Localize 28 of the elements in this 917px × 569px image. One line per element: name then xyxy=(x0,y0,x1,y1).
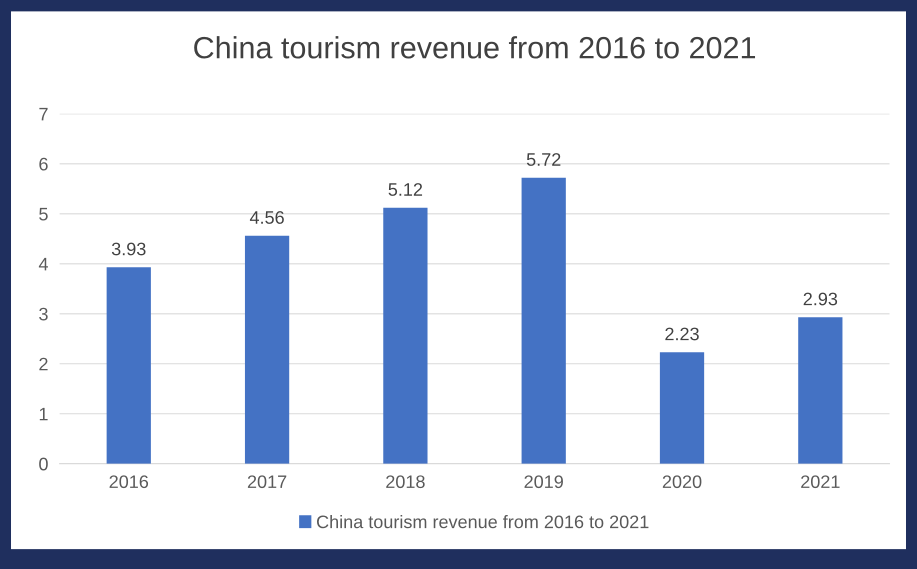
y-tick-label: 2 xyxy=(39,358,48,370)
data-label: 3.93 xyxy=(112,242,146,256)
x-tick-label: 2017 xyxy=(248,475,286,488)
bar xyxy=(522,178,566,464)
bar xyxy=(106,267,151,464)
y-tick-label: 3 xyxy=(39,308,48,320)
data-label: 5.12 xyxy=(388,183,422,196)
y-tick-label: 1 xyxy=(40,408,48,420)
data-label: 2.23 xyxy=(665,328,699,340)
y-tick-label: 7 xyxy=(39,108,48,120)
bar xyxy=(244,236,290,464)
data-label: 5.72 xyxy=(526,153,560,166)
data-label: 2.93 xyxy=(804,292,838,306)
x-tick-label: 2020 xyxy=(662,475,702,488)
chart-title: China tourism revenue from 2016 to 2021 xyxy=(194,36,756,59)
x-tick-label: 2016 xyxy=(110,475,148,488)
y-tick-label: 6 xyxy=(39,158,48,171)
data-label: 4.56 xyxy=(250,211,284,224)
legend-label: China tourism revenue from 2016 to 2021 xyxy=(316,514,648,528)
y-tick-label: 0 xyxy=(39,458,48,470)
bar xyxy=(660,352,704,464)
y-tick-label: 5 xyxy=(39,208,48,220)
bar xyxy=(798,317,842,464)
y-tick-label: 4 xyxy=(38,258,48,270)
x-tick-label: 2021 xyxy=(801,475,840,488)
bar xyxy=(383,208,428,464)
x-tick-label: 2018 xyxy=(386,475,425,488)
x-tick-label: 2019 xyxy=(524,475,563,488)
